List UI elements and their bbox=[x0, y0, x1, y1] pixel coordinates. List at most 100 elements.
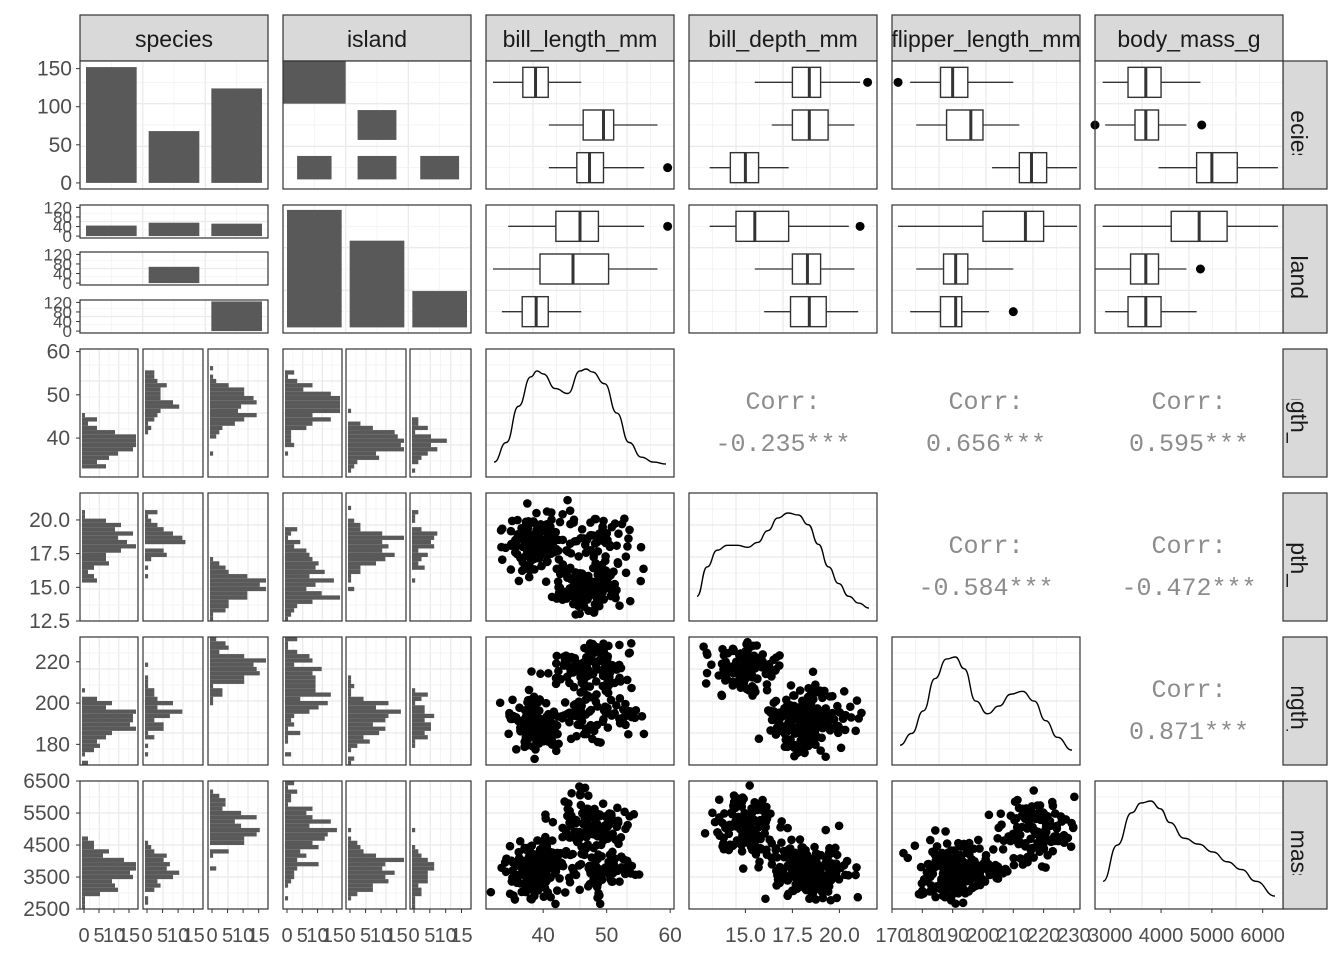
scatter-point bbox=[606, 875, 615, 884]
scatter-point bbox=[754, 863, 763, 872]
histogram-bar bbox=[210, 810, 242, 816]
scatter-point bbox=[852, 696, 862, 705]
panel-border bbox=[409, 636, 472, 766]
scatter-point bbox=[596, 827, 605, 836]
histogram-bar bbox=[348, 887, 373, 892]
histogram-bar bbox=[285, 752, 292, 757]
histogram-bar bbox=[285, 616, 289, 621]
scatter-point bbox=[1019, 839, 1029, 849]
panel-border bbox=[142, 492, 204, 622]
scatter-point bbox=[621, 568, 631, 578]
scatter-point bbox=[625, 596, 635, 606]
panel-border bbox=[409, 492, 472, 622]
histogram-bar bbox=[82, 840, 94, 845]
histogram-bar bbox=[285, 595, 340, 600]
histogram-bar bbox=[412, 455, 422, 460]
y-tick-label: 40 bbox=[53, 265, 72, 284]
histogram-bar bbox=[210, 561, 220, 566]
histogram-bar bbox=[82, 891, 100, 897]
histogram-bar bbox=[285, 442, 295, 448]
y-tick-label: 120 bbox=[44, 245, 72, 264]
scatter-point bbox=[1070, 792, 1079, 802]
histogram-bar bbox=[412, 883, 419, 888]
y-tick-label: 40 bbox=[53, 218, 72, 237]
histogram-bar bbox=[348, 840, 358, 845]
x-tick-label: 200 bbox=[966, 925, 999, 947]
outlier-point bbox=[863, 77, 873, 87]
x-tick-label: 40 bbox=[531, 924, 554, 947]
histogram-bar bbox=[210, 400, 257, 405]
histogram-bar bbox=[285, 819, 331, 824]
scatter-point bbox=[973, 835, 983, 845]
panel-border bbox=[688, 492, 878, 622]
scatter-point bbox=[759, 806, 768, 816]
scatter-point bbox=[615, 640, 624, 650]
x-tick-label: 50 bbox=[595, 924, 618, 947]
scatter-point bbox=[524, 572, 534, 582]
scatter-point bbox=[593, 702, 602, 711]
scatter-point bbox=[551, 659, 561, 668]
scatter-point bbox=[612, 701, 621, 710]
histogram-bar bbox=[145, 866, 167, 871]
histogram-bar bbox=[210, 557, 214, 562]
scatter-point bbox=[636, 542, 646, 552]
row-strip-label: ill_length_mm bbox=[1286, 342, 1312, 484]
scatter-point bbox=[528, 742, 537, 751]
scatter-point bbox=[964, 838, 974, 848]
scatter-point bbox=[527, 849, 537, 858]
scatter-point bbox=[524, 863, 533, 873]
scatter-point bbox=[800, 748, 809, 758]
scatter-point bbox=[575, 885, 585, 895]
bar bbox=[211, 301, 262, 332]
scatter-point bbox=[1026, 805, 1036, 814]
histogram-bar bbox=[285, 840, 313, 845]
histogram-bar bbox=[348, 730, 380, 736]
scatter-point bbox=[523, 708, 532, 718]
column-strip bbox=[282, 14, 472, 62]
scatter-point bbox=[587, 862, 596, 871]
histogram-bar bbox=[210, 666, 257, 672]
scatter-point bbox=[839, 687, 849, 696]
scatter-point bbox=[554, 666, 563, 676]
scatter-point bbox=[602, 686, 612, 695]
column-strip bbox=[1094, 14, 1284, 62]
scatter-point bbox=[591, 677, 601, 686]
scatter-point bbox=[569, 700, 579, 710]
histogram-bar bbox=[82, 578, 97, 583]
histogram-bar bbox=[348, 870, 395, 875]
histogram-bar bbox=[285, 544, 295, 549]
scatter-point bbox=[853, 892, 863, 902]
histogram-bar bbox=[412, 447, 438, 452]
histogram-bar bbox=[210, 637, 217, 642]
scatter-point bbox=[796, 858, 806, 868]
scatter-point bbox=[580, 596, 589, 606]
histogram-bar bbox=[82, 866, 136, 871]
scatter-point bbox=[941, 827, 950, 836]
histogram-bar bbox=[145, 662, 149, 667]
scatter-point bbox=[834, 821, 844, 831]
scatter-point bbox=[737, 802, 747, 811]
y-tick-label: 40 bbox=[47, 427, 70, 450]
scatter-point bbox=[639, 729, 649, 739]
histogram-bar bbox=[348, 565, 361, 570]
histogram-bar bbox=[285, 645, 289, 650]
histogram-bar bbox=[82, 845, 94, 850]
scatter-point bbox=[505, 841, 515, 851]
scatter-point bbox=[574, 861, 584, 870]
histogram-bar bbox=[82, 747, 94, 753]
histogram-bar bbox=[210, 591, 248, 596]
scatter-point bbox=[1017, 822, 1027, 832]
scatter-point bbox=[999, 836, 1009, 846]
scatter-point bbox=[565, 539, 575, 549]
scatter-point bbox=[916, 862, 926, 872]
scatter-point bbox=[575, 668, 585, 677]
histogram-bar bbox=[210, 421, 235, 426]
histogram-bar bbox=[285, 696, 301, 701]
histogram-bar bbox=[210, 612, 214, 617]
scatter-point bbox=[486, 887, 496, 897]
scatter-point bbox=[1048, 801, 1058, 811]
scatter-point bbox=[615, 714, 624, 724]
histogram-bar bbox=[412, 539, 431, 545]
histogram-bar bbox=[348, 464, 355, 469]
scatter-point bbox=[581, 695, 591, 704]
